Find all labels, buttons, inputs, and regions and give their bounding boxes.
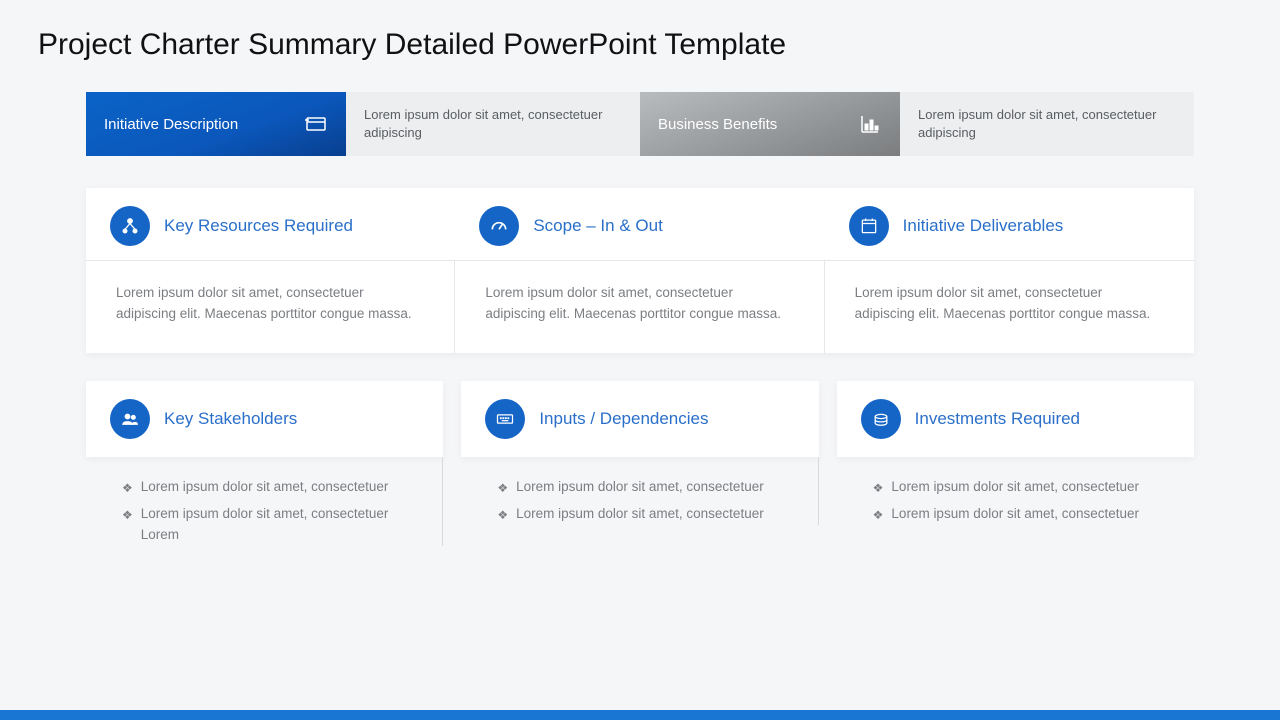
bullet-icon: ❖ <box>497 479 508 498</box>
header-initiative-label: Initiative Description <box>86 92 346 156</box>
card-scope-title: Scope – In & Out <box>533 216 662 236</box>
bullet-icon: ❖ <box>873 479 884 498</box>
bullet-item: ❖ Lorem ipsum dolor sit amet, consectetue… <box>873 477 1176 498</box>
bullet-text: Lorem ipsum dolor sit amet, consectetuer <box>516 504 764 525</box>
card-row-2: Key Stakeholders ❖Lorem ipsum dolor sit … <box>86 381 1194 552</box>
card-inputs-head: Inputs / Dependencies <box>461 381 818 457</box>
bullet-item: ❖ Lorem ipsum dolor sit amet, consectetue… <box>122 477 424 498</box>
header-initiative-desc: Lorem ipsum dolor sit amet, consectetuer… <box>346 92 640 156</box>
card-inputs-title: Inputs / Dependencies <box>539 409 708 429</box>
bullet-icon: ❖ <box>497 506 508 525</box>
bullet-text: Lorem ipsum dolor sit amet, consectetuer… <box>141 504 425 546</box>
card-resources: Key Resources Required Lorem ipsum dolor… <box>86 188 455 353</box>
header-benefits-text: Business Benefits <box>658 116 777 133</box>
card-investments: Investments Required ❖ Lorem ipsum dolor … <box>837 381 1194 552</box>
users-icon <box>110 399 150 439</box>
card-scope: Scope – In & Out Lorem ipsum dolor sit a… <box>455 188 824 353</box>
calendar-icon <box>849 206 889 246</box>
bullet-item: ❖Lorem ipsum dolor sit amet, consectetue… <box>122 504 424 546</box>
card-resources-head: Key Resources Required <box>86 188 455 261</box>
bullet-text: Lorem ipsum dolor sit amet, consectetuer <box>891 477 1139 498</box>
card-inputs: Inputs / Dependencies ❖ Lorem ipsum dolor… <box>461 381 818 552</box>
header-benefits-desc: Lorem ipsum dolor sit amet, consectetuer… <box>900 92 1194 156</box>
bullet-item: ❖ Lorem ipsum dolor sit amet, consectetue… <box>497 504 799 525</box>
bottom-accent-bar <box>0 710 1280 720</box>
header-benefits: Business Benefits Lorem ipsum dolor sit … <box>640 92 1194 156</box>
card-scope-body: Lorem ipsum dolor sit amet, consectetuer… <box>455 261 824 353</box>
coins-icon <box>861 399 901 439</box>
card-investments-title: Investments Required <box>915 409 1080 429</box>
keyboard-icon <box>485 399 525 439</box>
slide: Project Charter Summary Detailed PowerPo… <box>0 0 1280 720</box>
card-deliverables-title: Initiative Deliverables <box>903 216 1064 236</box>
page-title: Project Charter Summary Detailed PowerPo… <box>38 28 1242 62</box>
header-benefits-label: Business Benefits <box>640 92 900 156</box>
bullet-text: Lorem ipsum dolor sit amet, consectetuer <box>141 477 389 498</box>
card-deliverables: Initiative Deliverables Lorem ipsum dolo… <box>825 188 1194 353</box>
bullet-text: Lorem ipsum dolor sit amet, consectetuer <box>516 477 764 498</box>
card-deliverables-head: Initiative Deliverables <box>825 188 1194 261</box>
bullet-icon: ❖ <box>122 479 133 498</box>
card-resources-body: Lorem ipsum dolor sit amet, consectetuer… <box>86 261 455 353</box>
gauge-icon <box>479 206 519 246</box>
card-stakeholders: Key Stakeholders ❖Lorem ipsum dolor sit … <box>86 381 443 552</box>
header-initiative: Initiative Description Lorem ipsum dolor… <box>86 92 640 156</box>
bullet-icon: ❖ <box>122 506 133 546</box>
card-scope-head: Scope – In & Out <box>455 188 824 261</box>
card-stakeholders-body: ❖Lorem ipsum dolor sit amet, consectetue… <box>86 457 443 546</box>
bullet-item: ❖ Lorem ipsum dolor sit amet, consectetue… <box>497 477 799 498</box>
header-initiative-text: Initiative Description <box>104 116 238 133</box>
bullet-item: ❖ Lorem ipsum dolor sit amet, consectetue… <box>873 504 1176 525</box>
card-stakeholders-title: Key Stakeholders <box>164 409 297 429</box>
card-row-1: Key Resources Required Lorem ipsum dolor… <box>86 188 1194 353</box>
card-deliverables-body: Lorem ipsum dolor sit amet, consectetuer… <box>825 261 1194 353</box>
bar-chart-icon <box>858 112 882 136</box>
bullet-icon: ❖ <box>873 506 884 525</box>
card-investments-body: ❖ Lorem ipsum dolor sit amet, consectetue… <box>837 457 1194 525</box>
card-investments-head: Investments Required <box>837 381 1194 457</box>
bullet-text: Lorem ipsum dolor sit amet, consectetuer <box>891 504 1139 525</box>
card-resources-title: Key Resources Required <box>164 216 353 236</box>
card-inputs-body: ❖ Lorem ipsum dolor sit amet, consectetue… <box>461 457 818 525</box>
network-icon <box>110 206 150 246</box>
card-icon <box>304 112 328 136</box>
card-stakeholders-head: Key Stakeholders <box>86 381 443 457</box>
header-row: Initiative Description Lorem ipsum dolor… <box>86 92 1194 156</box>
